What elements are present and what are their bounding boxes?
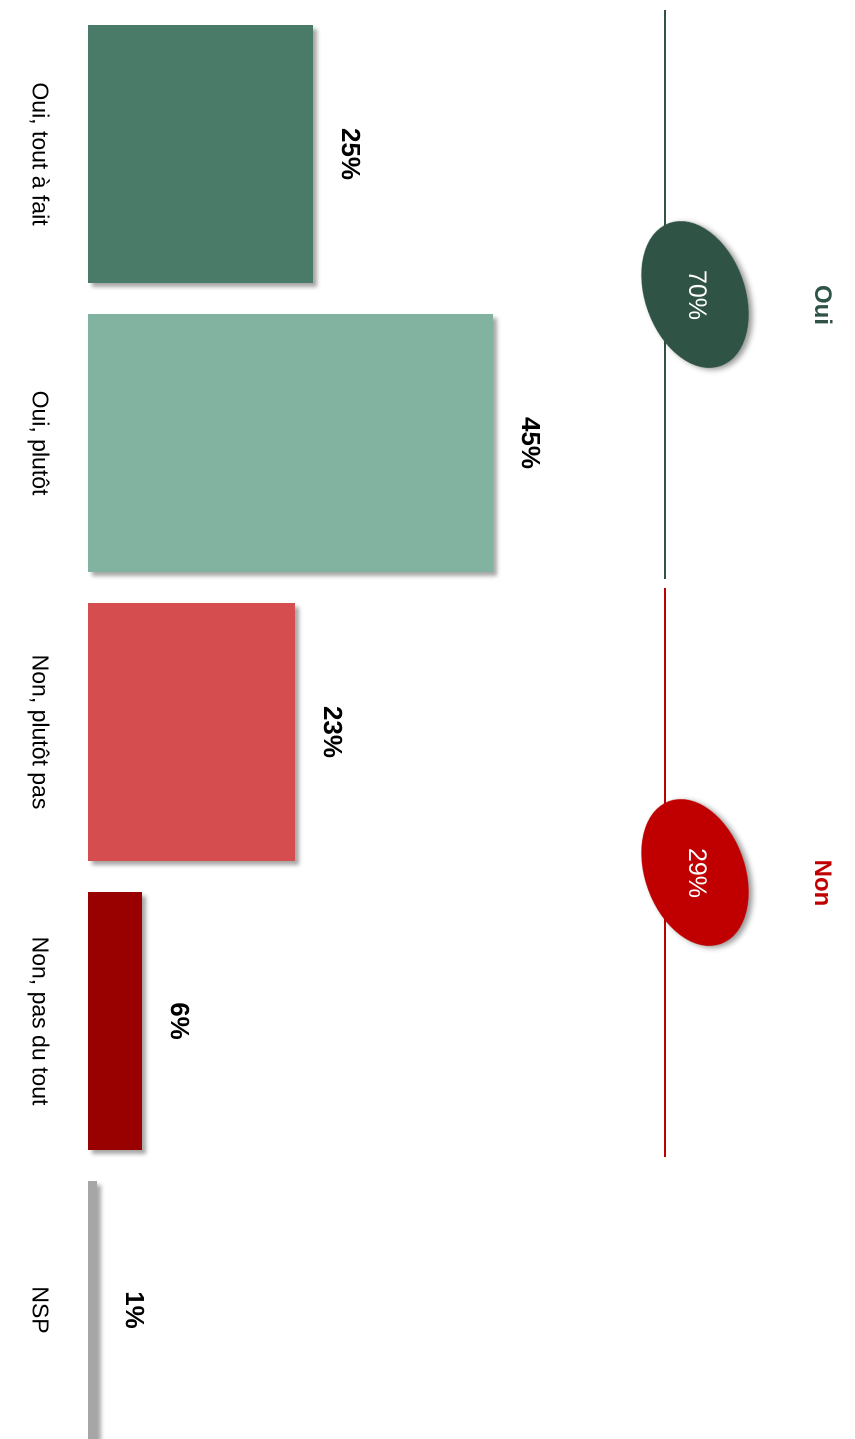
category-label: Oui, tout à fait xyxy=(27,82,54,226)
group-total-label: 29% xyxy=(683,847,712,898)
category-label: Non, pas du tout xyxy=(27,936,54,1106)
value-label: 1% xyxy=(120,1291,150,1329)
value-label: 45% xyxy=(516,416,546,470)
bar xyxy=(88,603,295,861)
value-label: 25% xyxy=(336,127,366,181)
bar xyxy=(88,892,142,1150)
category-label: NSP xyxy=(27,1286,54,1334)
group-total-label: 70% xyxy=(683,269,712,320)
bar xyxy=(88,1181,97,1439)
value-label: 23% xyxy=(318,705,348,759)
category-label: Non, plutôt pas xyxy=(27,654,54,810)
bar xyxy=(88,25,313,283)
group-name: Non xyxy=(809,859,836,906)
category-label: Oui, plutôt xyxy=(27,390,54,496)
group-name: Oui xyxy=(809,284,836,325)
group-total-bubble xyxy=(641,221,749,368)
group-total-bubble xyxy=(641,799,749,946)
value-label: 6% xyxy=(165,1002,195,1040)
bar xyxy=(88,314,493,572)
